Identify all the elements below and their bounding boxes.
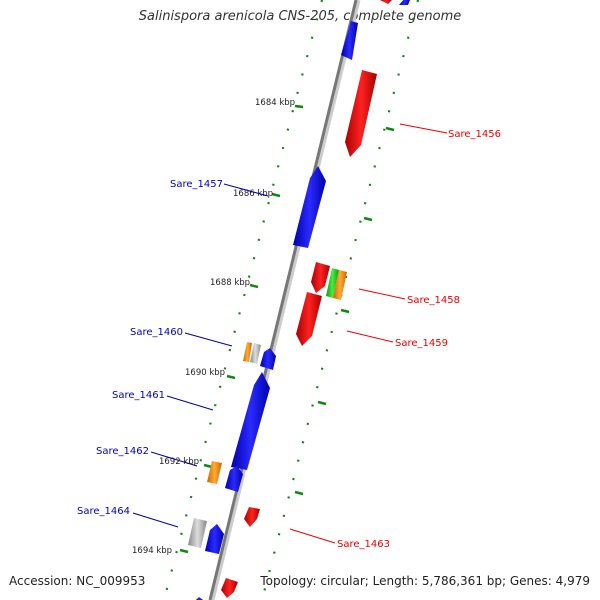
tick-label: 1684 kbp [255, 98, 295, 108]
major-tick [363, 216, 373, 222]
gene-forward[interactable] [399, 0, 410, 5]
tick-label: 1690 kbp [185, 368, 225, 378]
major-tick [340, 308, 350, 314]
gene-label-sare-1460[interactable]: Sare_1460 [130, 327, 183, 338]
gene-forward-sare-1460[interactable] [260, 348, 276, 370]
feature-orange-sare-1462[interactable] [207, 461, 222, 484]
major-tick [385, 126, 395, 132]
gene-label-sare-1457[interactable]: Sare_1457 [170, 179, 223, 190]
feature-grey-sare-1464[interactable] [188, 518, 207, 548]
feature-grey-sare-1460[interactable] [250, 343, 261, 364]
backbone [208, 0, 358, 600]
gene-forward-sare-1464[interactable] [205, 524, 224, 554]
gene-label-sare-1458[interactable]: Sare_1458 [407, 295, 460, 306]
tick-label: 1694 kbp [132, 546, 172, 556]
feature-green-sare-1458[interactable] [326, 268, 339, 298]
gene-label-sare-1456[interactable]: Sare_1456 [448, 129, 501, 140]
map-title: Salinispora arenicola CNS-205, complete … [138, 9, 462, 24]
gene-reverse-sare-1459[interactable] [296, 292, 322, 346]
gene-reverse[interactable] [221, 578, 238, 598]
gene-reverse-sare-1456[interactable] [345, 70, 377, 157]
major-tick [317, 400, 327, 406]
backbone-shadow [209, 0, 361, 600]
major-tick [294, 490, 304, 496]
label-leader [132, 512, 179, 528]
major-tick [179, 548, 189, 554]
major-tick [271, 192, 281, 198]
major-tick [294, 104, 304, 109]
genome-summary-text: Topology: circular; Length: 5,786,361 bp… [260, 574, 590, 588]
major-tick [249, 283, 259, 289]
gene-forward[interactable] [341, 21, 358, 60]
label-leader [166, 395, 214, 411]
tick-label: 1686 kbp [233, 189, 273, 199]
label-leader [399, 123, 448, 134]
label-leader [346, 330, 394, 343]
label-leader [358, 288, 406, 300]
gene-forward-sare-1462[interactable] [225, 466, 243, 492]
gene-label-sare-1462[interactable]: Sare_1462 [96, 446, 149, 457]
feature-orange-sare-1458[interactable] [333, 270, 347, 300]
gene-label-sare-1461[interactable]: Sare_1461 [112, 390, 165, 401]
tick-label: 1688 kbp [210, 278, 250, 288]
gene-reverse-sare-1458[interactable] [311, 262, 330, 293]
gene-forward-sare-1457[interactable] [293, 166, 326, 248]
gene-reverse-sare-1463[interactable] [244, 507, 260, 527]
gene-label-sare-1464[interactable]: Sare_1464 [77, 506, 130, 517]
label-leader [150, 451, 198, 467]
label-leader [223, 183, 269, 197]
gene-forward[interactable] [196, 597, 203, 600]
label-leader [289, 528, 336, 544]
tick-ring-outer [162, 0, 324, 600]
accession-text: Accession: NC_009953 [9, 574, 146, 588]
gene-label-sare-1463[interactable]: Sare_1463 [337, 539, 390, 550]
major-tick [226, 374, 236, 380]
tick-label: 1692 kbp [159, 457, 199, 467]
gene-forward-sare-1461[interactable] [231, 372, 270, 470]
gene-label-sare-1459[interactable]: Sare_1459 [395, 338, 448, 349]
gene-reverse[interactable] [380, 0, 392, 4]
feature-orange-sare-1460[interactable] [243, 342, 252, 362]
label-leader [184, 332, 233, 347]
